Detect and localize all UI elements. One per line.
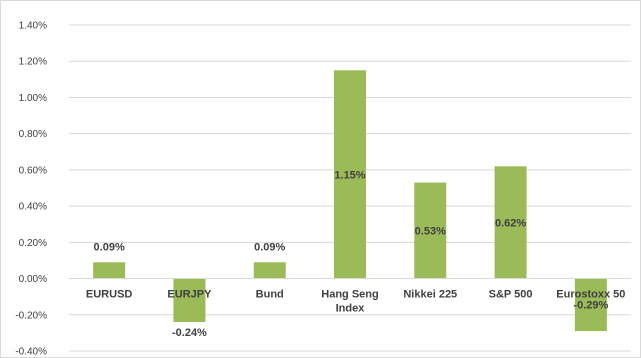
- category-label: EURUSD: [86, 289, 133, 301]
- category-label: Nikkei 225: [403, 289, 457, 301]
- y-tick-label: 0.80%: [19, 129, 47, 140]
- data-label: 0.62%: [495, 217, 526, 229]
- bar: [173, 278, 206, 323]
- bar: [414, 182, 447, 279]
- data-label: 0.09%: [94, 241, 125, 253]
- data-labels: 0.09% -0.24% 0.09% 1.15% 0.53% 0.62% -0.29%: [94, 169, 609, 339]
- bar: [93, 262, 126, 279]
- y-tick-label: 0.00%: [19, 274, 47, 285]
- y-tick-label: -0.20%: [15, 310, 47, 321]
- y-tick-label: -0.40%: [15, 347, 47, 358]
- data-label: 0.09%: [254, 241, 285, 253]
- bar: [334, 70, 366, 279]
- y-tick-label: 0.20%: [19, 238, 47, 249]
- y-tick-label: 1.00%: [19, 93, 47, 104]
- category-label: Eurostoxx 50: [556, 289, 625, 301]
- category-label: Bund: [256, 289, 284, 301]
- category-label: EURJPY: [167, 289, 212, 301]
- data-label: 1.15%: [334, 169, 365, 181]
- y-axis-tick-labels: 1.40% 1.20% 1.00% 0.80% 0.60% 0.40% 0.20% 0.00%…: [15, 21, 47, 358]
- data-label: -0.29%: [573, 300, 608, 312]
- category-labels: EURUSD EURJPY Bund Hang Seng Index Nikkei 225…: [86, 289, 625, 315]
- category-label: S&P 500: [489, 289, 533, 301]
- category-label: Index: [336, 303, 366, 315]
- bars: [93, 70, 607, 332]
- bar: [574, 278, 607, 332]
- category-label: Hang Seng: [321, 289, 378, 301]
- y-tick-label: 1.20%: [19, 57, 47, 68]
- data-label: 0.53%: [415, 226, 446, 238]
- y-tick-label: 0.40%: [19, 202, 47, 213]
- bar: [494, 166, 527, 279]
- y-tick-label: 1.40%: [19, 21, 47, 32]
- data-label: -0.24%: [172, 327, 207, 339]
- y-tick-label: 0.60%: [19, 165, 47, 176]
- bar: [253, 262, 286, 279]
